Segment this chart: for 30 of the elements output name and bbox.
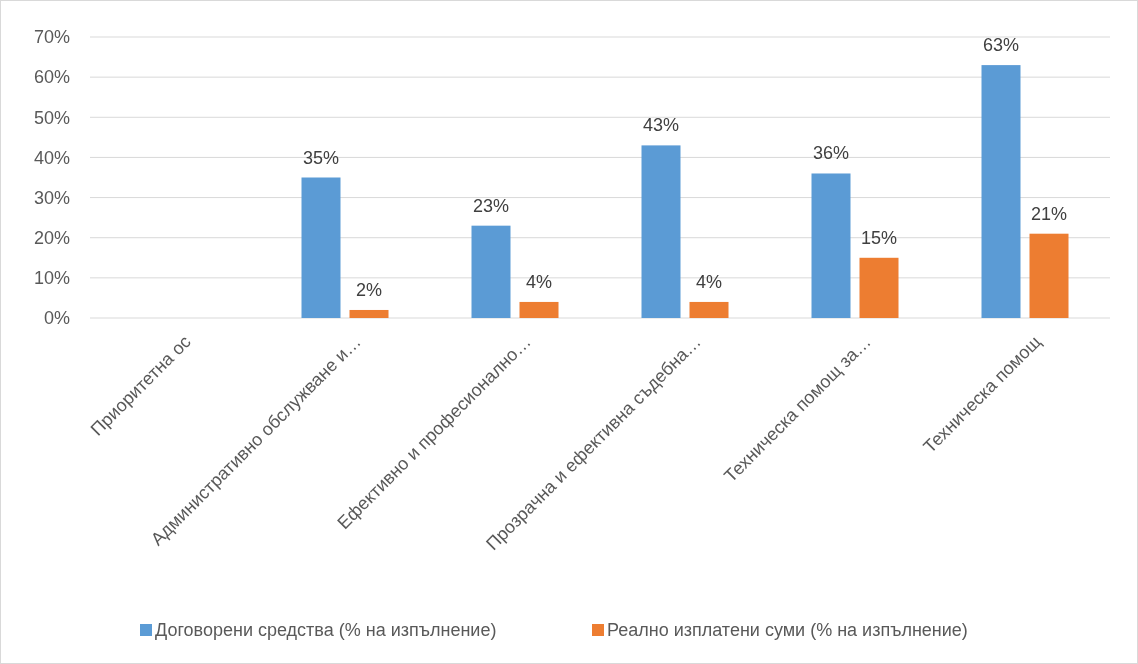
data-label: 36% bbox=[812, 143, 850, 164]
y-tick-label: 60% bbox=[33, 67, 70, 88]
data-label: 35% bbox=[302, 147, 340, 168]
data-label: 4% bbox=[695, 271, 723, 292]
y-tick-label: 50% bbox=[33, 107, 70, 128]
bar bbox=[519, 301, 559, 318]
y-tick-label: 20% bbox=[33, 228, 70, 249]
bar bbox=[811, 173, 851, 318]
data-label: 2% bbox=[355, 279, 383, 300]
legend-label: Реално изплатени суми (% на изпълнение) bbox=[607, 620, 968, 641]
data-label: 23% bbox=[472, 195, 510, 216]
bar bbox=[641, 145, 681, 318]
legend-label: Договорени средства (% на изпълнение) bbox=[155, 620, 497, 641]
y-tick-label: 40% bbox=[33, 147, 70, 168]
y-tick-label: 30% bbox=[33, 187, 70, 208]
data-label: 4% bbox=[525, 271, 553, 292]
data-label: 15% bbox=[860, 227, 898, 248]
bar bbox=[1029, 233, 1069, 318]
y-tick-label: 0% bbox=[43, 308, 70, 329]
bar bbox=[981, 65, 1021, 318]
data-label: 43% bbox=[642, 115, 680, 136]
data-label: 21% bbox=[1030, 203, 1068, 224]
bar bbox=[471, 225, 511, 318]
bar bbox=[301, 177, 341, 318]
y-tick-label: 10% bbox=[33, 268, 70, 289]
bar bbox=[859, 257, 899, 318]
y-tick-label: 70% bbox=[33, 27, 70, 48]
data-label: 63% bbox=[982, 35, 1020, 56]
bar bbox=[689, 301, 729, 318]
bar bbox=[349, 309, 389, 318]
